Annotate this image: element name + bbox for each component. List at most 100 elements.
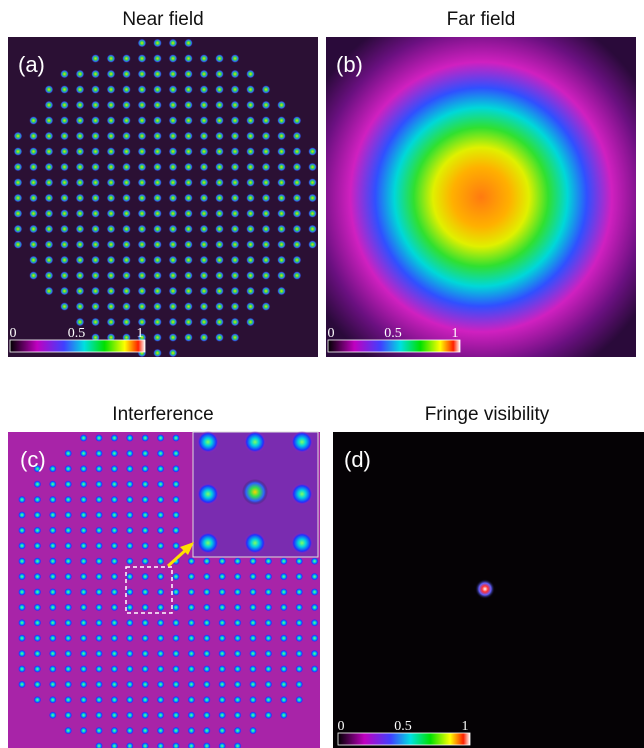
beam-spot: [184, 147, 193, 156]
beam-spot: [95, 619, 103, 627]
beam-spot: [138, 209, 147, 218]
beam-spot: [18, 603, 26, 611]
beam-spot: [29, 116, 38, 125]
beam-spot: [200, 147, 209, 156]
beam-spot: [18, 496, 26, 504]
beam-spot: [172, 619, 180, 627]
beam-spot: [110, 465, 118, 473]
beam-spot: [157, 634, 165, 642]
beam-spot: [311, 603, 319, 611]
beam-spot: [157, 619, 165, 627]
beam-spot: [45, 287, 54, 296]
beam-spot: [49, 526, 57, 534]
beam-spot: [110, 588, 118, 596]
beam-spot: [184, 225, 193, 234]
beam-spot: [45, 116, 54, 125]
beam-spot: [95, 711, 103, 719]
beam-spot: [110, 557, 118, 565]
beam-spot: [60, 287, 69, 296]
beam-spot: [295, 680, 303, 688]
beam-spot: [308, 163, 317, 172]
beam-spot: [203, 634, 211, 642]
beam-spot: [153, 116, 162, 125]
colorbar-label: 1: [452, 326, 459, 341]
beam-spot: [76, 302, 85, 311]
beam-spot: [91, 256, 100, 265]
beam-spot: [169, 101, 178, 110]
beam-spot: [215, 163, 224, 172]
beam-spot: [153, 209, 162, 218]
beam-spot: [141, 588, 149, 596]
beam-spot: [141, 634, 149, 642]
beam-spot: [234, 557, 242, 565]
beam-spot: [249, 603, 257, 611]
beam-spot: [200, 287, 209, 296]
beam-spot: [64, 634, 72, 642]
beam-spot: [80, 619, 88, 627]
beam-spot: [64, 588, 72, 596]
beam-spot: [126, 542, 134, 550]
beam-spot: [153, 147, 162, 156]
colorbar-label: 1: [462, 719, 469, 734]
beam-spot: [49, 542, 57, 550]
colorbar-label: 0.5: [68, 326, 86, 341]
beam-spot: [172, 480, 180, 488]
beam-spot: [122, 101, 131, 110]
beam-spot: [280, 603, 288, 611]
beam-spot: [76, 271, 85, 280]
beam-spot: [231, 85, 240, 94]
beam-spot: [107, 147, 116, 156]
beam-spot: [187, 665, 195, 673]
panel-title: Far field: [447, 9, 516, 30]
beam-spot: [246, 256, 255, 265]
beam-spot: [262, 163, 271, 172]
beam-spot: [187, 727, 195, 735]
beam-spot: [200, 318, 209, 327]
beam-spot: [157, 573, 165, 581]
beam-spot: [218, 650, 226, 658]
beam-spot: [18, 680, 26, 688]
inset-spot: [291, 532, 313, 554]
beam-spot: [172, 650, 180, 658]
beam-spot: [153, 225, 162, 234]
beam-spot: [184, 209, 193, 218]
beam-spot: [295, 619, 303, 627]
beam-spot: [311, 619, 319, 627]
beam-spot: [153, 194, 162, 203]
beam-spot: [138, 271, 147, 280]
beam-spot: [249, 650, 257, 658]
beam-spot: [231, 116, 240, 125]
inset-spot: [197, 483, 219, 505]
beam-spot: [231, 70, 240, 79]
beam-spot: [264, 557, 272, 565]
beam-spot: [80, 526, 88, 534]
beam-spot: [295, 588, 303, 596]
beam-spot: [153, 54, 162, 63]
beam-spot: [249, 619, 257, 627]
beam-spot: [107, 85, 116, 94]
beam-spot: [184, 178, 193, 187]
beam-spot: [76, 225, 85, 234]
beam-spot: [184, 85, 193, 94]
beam-spot: [215, 54, 224, 63]
beam-spot: [95, 634, 103, 642]
beam-spot: [18, 573, 26, 581]
beam-spot: [60, 194, 69, 203]
beam-spot: [234, 665, 242, 673]
beam-spot: [280, 557, 288, 565]
beam-spot: [184, 333, 193, 342]
beam-spot: [110, 711, 118, 719]
beam-spot: [277, 194, 286, 203]
beam-spot: [200, 209, 209, 218]
beam-spot: [80, 542, 88, 550]
beam-spot: [264, 619, 272, 627]
beam-spot: [91, 101, 100, 110]
beam-spot: [218, 588, 226, 596]
beam-spot: [264, 665, 272, 673]
inset-spot: [197, 431, 219, 453]
inset-spot: [291, 483, 313, 505]
beam-spot: [80, 465, 88, 473]
beam-spot: [308, 225, 317, 234]
beam-spot: [280, 619, 288, 627]
beam-spot: [141, 665, 149, 673]
